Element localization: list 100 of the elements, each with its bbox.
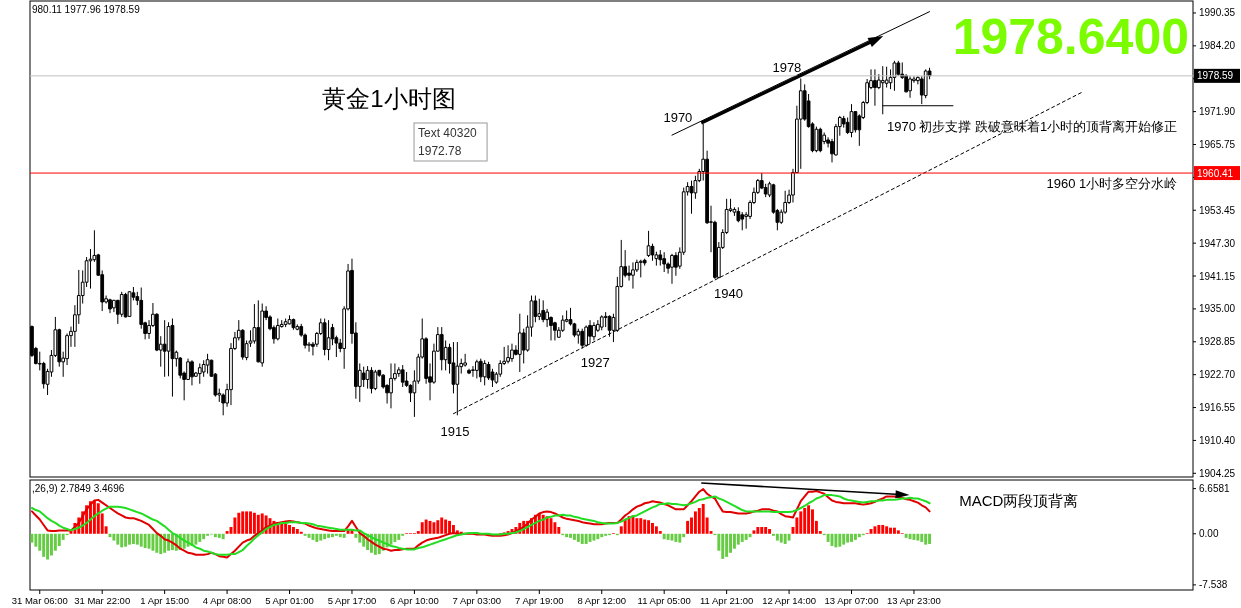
bar: [846, 533, 850, 543]
candlestick: [127, 290, 132, 318]
x-tick-label: 7 Apr 19:00: [515, 594, 564, 606]
candlestick: [662, 251, 667, 273]
candlestick: [478, 358, 483, 383]
bar: [311, 533, 315, 540]
candlestick: [510, 343, 514, 363]
bar: [725, 533, 729, 557]
annotation: 1915: [440, 423, 470, 439]
bar: [834, 533, 838, 548]
bar: [600, 533, 604, 538]
bar: [779, 533, 783, 543]
bar: [799, 511, 803, 534]
candlestick: [631, 261, 635, 290]
bar: [237, 512, 241, 534]
bar: [701, 503, 705, 534]
bar: [924, 533, 928, 545]
candlestick: [162, 319, 167, 378]
bar: [307, 533, 311, 538]
candlestick: [908, 75, 912, 99]
bar: [904, 533, 908, 538]
candlestick: [170, 318, 175, 398]
bar: [576, 533, 580, 542]
bar: [96, 503, 100, 534]
bar: [198, 533, 202, 542]
candlestick: [369, 366, 374, 394]
bar: [424, 519, 428, 534]
annotation: 1978: [772, 59, 802, 75]
bar: [334, 533, 338, 536]
x-tick-label: 7 Apr 03:00: [452, 594, 502, 606]
bar: [440, 517, 444, 534]
bar: [319, 533, 323, 541]
candlestick: [892, 60, 897, 92]
x-tick-label: 11 Apr 05:00: [637, 594, 691, 606]
bar: [444, 519, 448, 534]
bar: [151, 533, 155, 551]
bar: [686, 520, 690, 534]
bar: [580, 533, 584, 544]
candlestick: [326, 319, 331, 361]
candlestick: [291, 318, 296, 331]
bar: [338, 533, 342, 538]
bar: [34, 533, 38, 547]
bar: [213, 533, 217, 538]
y-tick-label: -7.538: [1199, 579, 1228, 591]
x-tick-label: 8 Apr 12:00: [577, 594, 627, 606]
bar: [206, 533, 210, 536]
bar: [647, 520, 651, 534]
bar: [569, 533, 572, 538]
bar: [697, 508, 701, 534]
bar: [553, 522, 557, 534]
annotation: 980.11 1977.96 1978.59: [32, 3, 141, 15]
bar: [241, 511, 245, 534]
bar: [128, 533, 131, 545]
y-tick-label: 1904.25: [1199, 467, 1236, 479]
x-tick-label: 4 Apr 08:00: [202, 594, 252, 606]
bar: [885, 526, 889, 534]
candlestick: [205, 353, 210, 375]
bar: [30, 533, 34, 543]
x-tick-label: 31 Mar 06:00: [11, 594, 68, 606]
candlestick: [599, 314, 604, 331]
text: 黄金1小时图: [322, 84, 456, 112]
candlestick: [256, 299, 261, 363]
bar: [284, 523, 288, 534]
bar: [358, 533, 362, 543]
candlestick: [108, 298, 112, 314]
annotation: Text 40320: [418, 126, 478, 140]
candlestick: [322, 318, 327, 356]
candlestick: [740, 211, 745, 231]
annotation: 1927: [580, 354, 610, 370]
candlestick: [275, 318, 280, 341]
candlestick: [365, 365, 370, 390]
bar: [807, 505, 811, 534]
bar: [892, 527, 896, 534]
y-tick-label: 1935.00: [1199, 303, 1236, 315]
bar: [225, 531, 229, 534]
bar: [775, 533, 779, 541]
y-tick-label: 1941.15: [1199, 270, 1236, 282]
bar: [565, 533, 569, 538]
candlestick: [506, 344, 510, 364]
candlestick: [818, 127, 823, 153]
bar: [295, 529, 299, 534]
bar: [139, 533, 143, 547]
bar: [584, 533, 588, 544]
bar: [592, 533, 596, 541]
bar: [623, 519, 627, 534]
candlestick: [646, 230, 651, 258]
candlestick: [373, 369, 378, 391]
x-tick-label: 13 Apr 07:00: [824, 594, 879, 606]
y-tick-label: 1990.35: [1199, 7, 1236, 19]
candlestick: [283, 318, 288, 328]
bar: [877, 524, 881, 534]
bar: [635, 518, 639, 534]
bar: [920, 533, 924, 542]
candlestick: [439, 326, 444, 371]
candlestick: [400, 364, 405, 388]
y-tick-label: 1953.45: [1199, 204, 1236, 216]
bar: [46, 533, 50, 560]
candlestick: [474, 359, 479, 379]
bar: [654, 526, 658, 534]
y-tick-label: 1947.30: [1199, 237, 1236, 249]
